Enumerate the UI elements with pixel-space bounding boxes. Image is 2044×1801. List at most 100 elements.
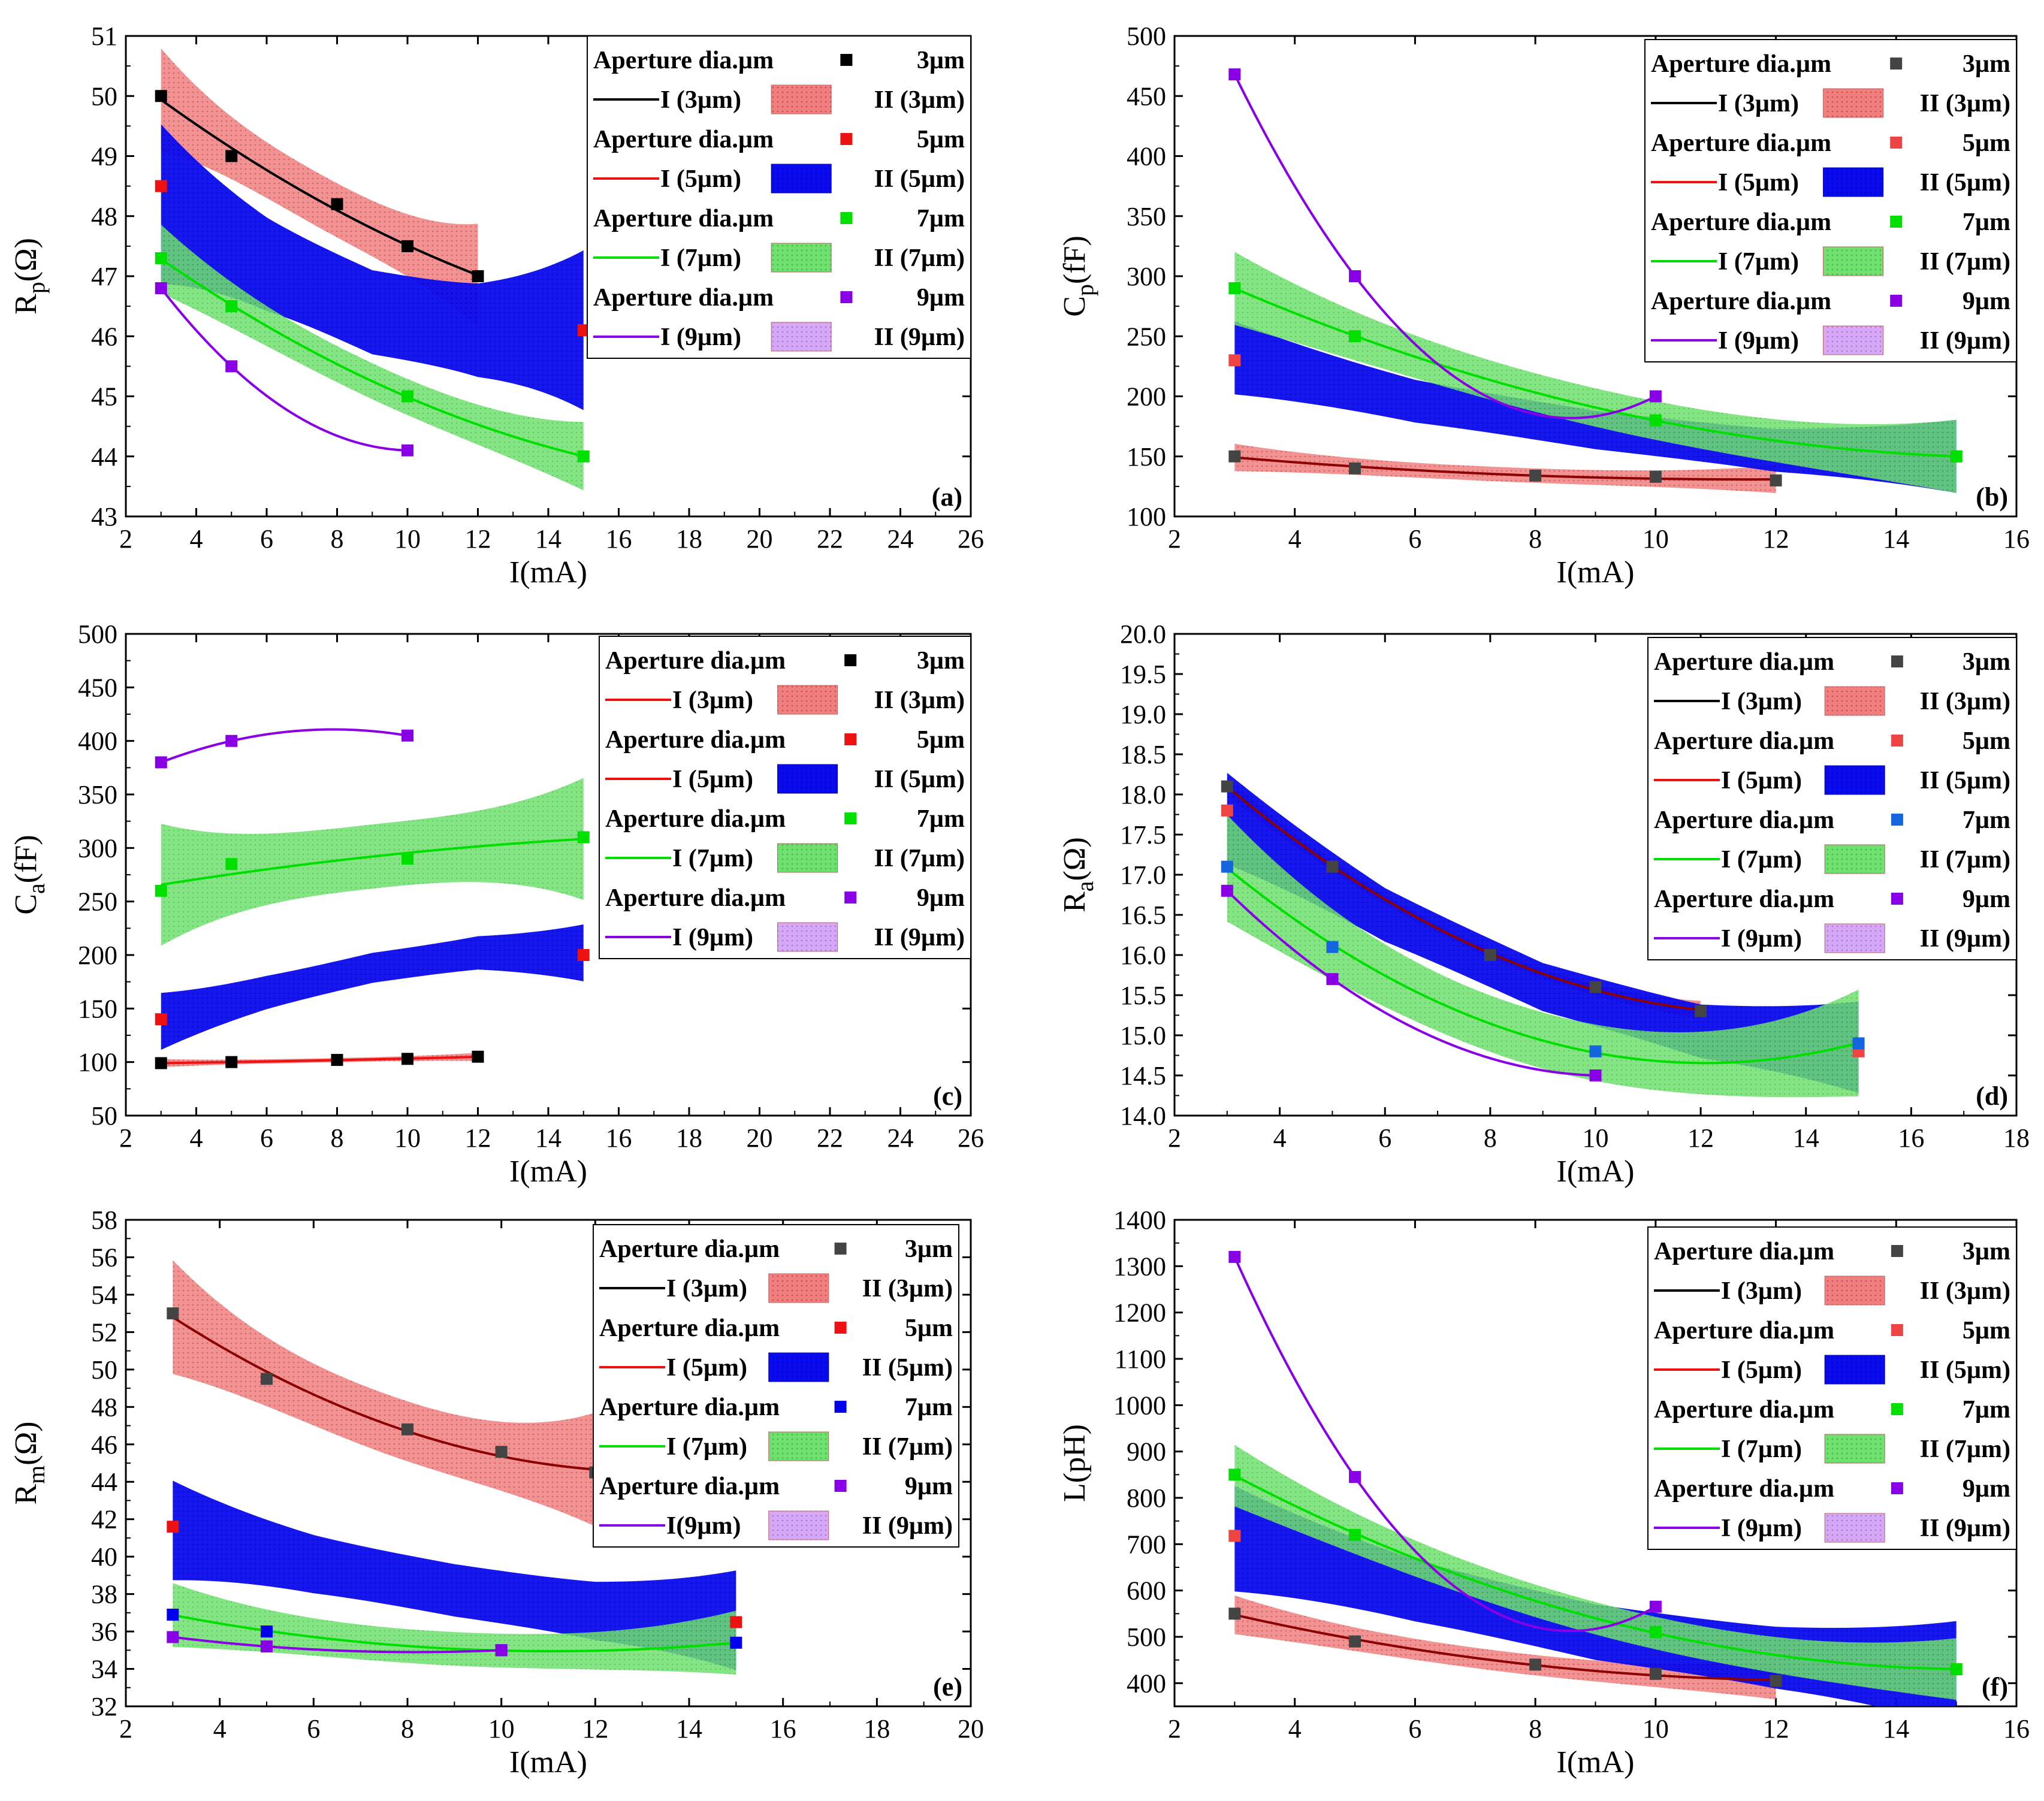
y-tick-label: 15.5	[1120, 981, 1166, 1010]
confidence-band-5µm	[161, 124, 584, 410]
data-point-7µm	[401, 853, 413, 865]
data-point-3µm	[1770, 1675, 1782, 1687]
x-tick-label: 14	[1883, 524, 1909, 554]
legend: Aperture dia.µm 3µm I (3µm) II (3µm) Apertur…	[1647, 1226, 2017, 1550]
legend-entry: II (7µm)	[1920, 248, 2010, 276]
y-tick-label: 47	[91, 262, 117, 291]
data-point-5µm	[577, 324, 590, 337]
y-tick-label: 20.0	[1120, 620, 1166, 649]
data-point-3µm	[472, 270, 484, 282]
x-tick-label: 8	[1529, 1714, 1542, 1743]
x-tick-label: 18	[676, 1123, 702, 1153]
data-point-7µm	[730, 1636, 742, 1649]
y-tick-label: 17.0	[1120, 860, 1166, 890]
data-point-9µm	[1228, 1250, 1241, 1263]
y-tick-label: 14.0	[1120, 1101, 1166, 1131]
y-tick-label: 43	[91, 502, 117, 531]
legend-label: Aperture dia.µm	[605, 805, 786, 833]
legend-label: Aperture dia.µm	[1654, 648, 1834, 676]
legend-marker	[840, 291, 853, 303]
x-tick-label: 4	[190, 524, 203, 554]
legend-label: I (5µm)	[666, 1354, 747, 1382]
legend-band-swatch	[771, 164, 832, 194]
x-tick-label: 20	[958, 1714, 984, 1743]
y-axis-title: L(pH)	[1058, 1424, 1092, 1502]
legend-marker	[844, 733, 857, 745]
legend-label: Aperture dia.µm	[605, 726, 786, 754]
y-tick-label: 14.5	[1120, 1061, 1166, 1090]
confidence-band-7µm	[1234, 252, 1957, 493]
legend-entry: 7µm	[917, 805, 965, 833]
x-tick-label: 16	[606, 524, 632, 554]
legend-entry: II (3µm)	[1920, 688, 2010, 715]
x-tick-label: 20	[747, 524, 773, 554]
x-tick-label: 8	[331, 524, 344, 554]
y-tick-label: 100	[1127, 502, 1166, 531]
chart-panel-5: 2 4 6 8 10 12 14 16 400 500 600 700 800 900 1000 1100 12…	[1058, 1205, 2030, 1779]
legend-label: I (7µm)	[1721, 846, 1802, 874]
legend-label: Aperture dia.µm	[599, 1473, 780, 1500]
legend-entry: 5µm	[1963, 129, 2010, 157]
legend-entry: II (9µm)	[1920, 925, 2010, 953]
panel-label: (d)	[1976, 1081, 2008, 1111]
x-axis-title: I(mA)	[509, 1155, 587, 1189]
data-point-3µm	[1695, 1005, 1707, 1017]
legend-band-swatch	[1824, 1276, 1885, 1306]
legend-marker	[844, 654, 857, 666]
legend-label: I (5µm)	[1718, 169, 1799, 197]
legend-entry: 9µm	[1963, 288, 2010, 315]
y-tick-label: 600	[1127, 1576, 1166, 1606]
data-point-7µm	[155, 884, 167, 897]
data-point-3µm	[1529, 1658, 1542, 1671]
legend-marker	[1891, 1403, 1903, 1415]
y-tick-label: 50	[91, 1355, 117, 1385]
x-tick-label: 16	[2003, 524, 2030, 554]
legend-entry: 3µm	[1963, 648, 2010, 676]
legend-entry: II (9µm)	[874, 924, 965, 951]
data-point-3µm	[225, 1056, 238, 1068]
y-tick-label: 19.0	[1120, 700, 1166, 729]
plot-area	[1233, 1256, 1957, 1706]
chart-panel-3: 2 4 6 8 10 12 14 16 18 14.0 14.5 15.0 15.5 16.0 16.5 17…	[1058, 620, 2030, 1189]
data-point-7µm	[1349, 1528, 1361, 1541]
legend-label: Aperture dia.µm	[1651, 129, 1831, 157]
chart-panel-2: 2 4 6 8 10 12 14 16 18 20 22 24 26501001502002503003…	[9, 620, 984, 1189]
y-tick-label: 400	[1127, 1669, 1166, 1698]
chart-panel-4: 2 4 6 8 10 12 14 16 18 20323436384042444648505254…	[9, 1205, 984, 1779]
data-point-3µm	[1228, 1607, 1241, 1620]
x-tick-label: 6	[1378, 1123, 1391, 1153]
data-point-3µm	[1589, 981, 1602, 993]
panel-label: (f)	[1982, 1672, 2008, 1702]
fit-line-9µm	[161, 728, 408, 764]
legend-entry: II (9µm)	[874, 324, 965, 351]
x-tick-label: 2	[119, 524, 132, 554]
data-point-3µm	[1349, 1635, 1361, 1648]
panel-label: (e)	[933, 1672, 962, 1702]
fit-line-3µm	[172, 1316, 596, 1471]
legend-entry: 3µm	[1963, 1238, 2010, 1265]
x-tick-label: 6	[1408, 524, 1421, 554]
legend-entry: II (3µm)	[1920, 1277, 2010, 1305]
x-tick-label: 4	[213, 1714, 227, 1743]
legend-entry: II (3µm)	[862, 1275, 953, 1303]
x-tick-label: 2	[1168, 1714, 1181, 1743]
y-tick-label: 500	[1127, 1622, 1166, 1652]
confidence-band-3µm	[173, 1260, 596, 1527]
y-tick-label: 500	[78, 620, 117, 649]
legend-marker	[834, 1243, 847, 1255]
y-tick-label: 40	[91, 1542, 117, 1572]
fit-line-3µm	[160, 98, 479, 277]
legend-label: I (3µm)	[1721, 688, 1802, 715]
legend-band-swatch	[1824, 923, 1885, 953]
data-point-3µm	[1770, 474, 1782, 486]
data-point-9µm	[225, 735, 238, 747]
x-axis-title: I(mA)	[509, 1745, 587, 1779]
chart-panel-1: 2 4 6 8 10 12 14 16 100 150 200 250 300 350 400 450 500 I…	[1058, 22, 2030, 590]
x-tick-label: 20	[747, 1123, 773, 1153]
data-point-7µm	[225, 858, 238, 871]
y-tick-label: 34	[91, 1655, 117, 1684]
data-point-7µm	[1228, 282, 1241, 295]
y-tick-label: 42	[91, 1505, 117, 1534]
legend: Aperture dia.µm 3µm I (3µm) II (3µm) Apertur…	[593, 1224, 959, 1548]
